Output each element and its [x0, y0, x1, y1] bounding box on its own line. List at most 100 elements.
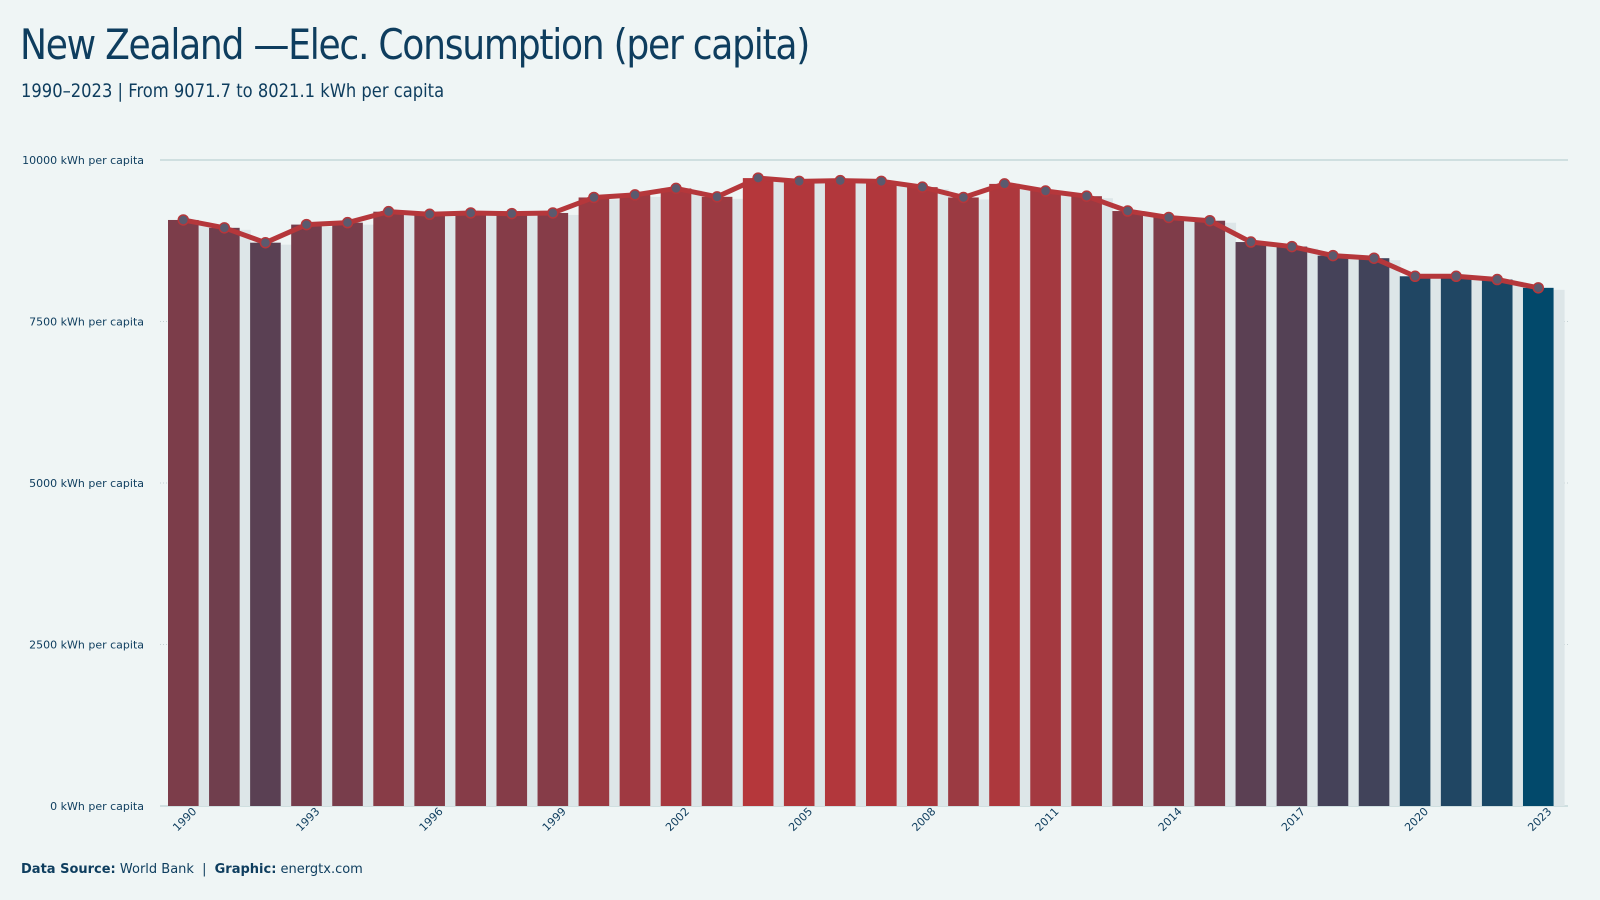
trend-line-path — [180, 175, 1541, 291]
data-point-marker — [1286, 240, 1298, 253]
source-label: Data Source: — [21, 862, 116, 877]
data-point-marker — [629, 189, 641, 201]
chart-title: New Zealand —Elec. Consumption (per capi… — [20, 20, 810, 69]
bar — [866, 181, 897, 806]
data-point-marker — [1327, 249, 1339, 262]
x-tick-label: 2002 — [663, 805, 692, 834]
graphic-value: energtx.com — [280, 862, 363, 877]
chart-subtitle: 1990–2023 | From 9071.7 to 8021.1 kWh pe… — [21, 80, 445, 102]
y-tick-label: 10000 kWh per capita — [22, 154, 144, 167]
data-point-marker — [1491, 273, 1503, 286]
data-point-marker — [341, 216, 354, 229]
bar — [414, 214, 445, 806]
data-point-marker — [1368, 252, 1380, 264]
y-tick-label: 2500 kWh per capita — [29, 639, 144, 652]
y-tick-label: 0 kWh per capita — [50, 800, 144, 813]
y-tick-label: 5000 kWh per capita — [29, 477, 144, 490]
bar — [1358, 258, 1390, 806]
bar — [209, 227, 240, 806]
bar — [1194, 220, 1226, 806]
bar — [1071, 196, 1102, 806]
bar — [1112, 211, 1143, 806]
bar — [948, 197, 979, 806]
bars — [168, 178, 1554, 807]
source-value: World Bank — [119, 862, 194, 877]
bar — [783, 181, 815, 806]
source-separator: | — [202, 862, 207, 877]
x-tick-label: 1993 — [294, 805, 323, 834]
data-point-marker — [752, 172, 764, 184]
bar — [1235, 242, 1267, 807]
bar — [1440, 276, 1472, 806]
x-tick-label: 2014 — [1156, 805, 1185, 834]
bar — [660, 188, 692, 806]
data-point-marker — [1162, 211, 1175, 224]
x-tick-label: 2008 — [909, 805, 938, 834]
data-point-marker — [875, 175, 888, 188]
bar — [742, 178, 774, 806]
x-tick-label: 1996 — [417, 805, 446, 834]
bar — [496, 213, 528, 807]
data-point-marker — [998, 178, 1011, 190]
bar — [1317, 255, 1349, 806]
bar — [1481, 279, 1513, 806]
bar — [1276, 246, 1308, 807]
data-point-marker — [1245, 236, 1257, 248]
data-point-marker — [547, 207, 559, 219]
markers — [177, 172, 1545, 294]
data-point-marker — [177, 214, 190, 226]
data-point-marker — [382, 205, 395, 218]
data-point-marker — [1204, 214, 1216, 227]
data-point-marker — [711, 191, 723, 203]
data-point-marker — [464, 207, 477, 219]
x-tick-label: 2020 — [1402, 805, 1431, 834]
data-point-marker — [588, 191, 600, 204]
bar — [1522, 287, 1554, 807]
bar — [1030, 191, 1061, 806]
bar — [291, 224, 322, 807]
bar — [701, 196, 733, 806]
data-point-marker — [1039, 185, 1052, 197]
bar — [1153, 217, 1185, 806]
data-point-marker — [793, 175, 805, 188]
data-point-marker — [957, 191, 970, 204]
bar — [250, 242, 281, 807]
x-tick-label: 2017 — [1279, 805, 1308, 834]
data-point-marker — [916, 181, 929, 193]
data-point-marker — [218, 222, 231, 234]
bar — [824, 180, 856, 806]
bar — [578, 197, 610, 806]
y-axis-labels: 0 kWh per capita 2500 kWh per capita 5000 … — [22, 154, 144, 813]
data-point-marker — [423, 208, 436, 221]
data-point-marker — [1532, 282, 1545, 294]
bar — [907, 187, 938, 806]
y-tick-label: 7500 kWh per capita — [29, 316, 144, 329]
data-point-marker — [506, 207, 518, 220]
data-point-marker — [670, 182, 682, 195]
bar — [373, 211, 404, 806]
bar — [455, 212, 487, 807]
source-note: Data Source: World Bank | Graphic: energ… — [21, 862, 363, 877]
data-point-marker — [1450, 270, 1462, 283]
x-tick-label: 1999 — [540, 805, 569, 834]
x-tick-label: 2005 — [786, 805, 815, 834]
data-point-marker — [259, 236, 272, 249]
bar — [989, 183, 1020, 807]
data-point-marker — [300, 218, 313, 231]
data-point-marker — [1121, 205, 1134, 217]
bar — [332, 222, 363, 807]
x-tick-label: 1990 — [170, 805, 199, 834]
x-tick-label: 2011 — [1033, 805, 1062, 834]
bar — [537, 212, 569, 807]
bar — [1399, 276, 1431, 806]
trend-line — [180, 175, 1541, 291]
data-point-marker — [1409, 270, 1421, 283]
x-tick-label: 2023 — [1525, 805, 1554, 834]
x-axis-labels: 1990 1993 1996 1999 2002 2005 2008 2011 2014 2017… — [170, 805, 1554, 834]
bar — [168, 219, 199, 806]
data-point-marker — [834, 174, 847, 187]
data-point-marker — [1080, 190, 1093, 202]
graphic-label: Graphic: — [214, 862, 277, 877]
bar — [619, 194, 651, 806]
